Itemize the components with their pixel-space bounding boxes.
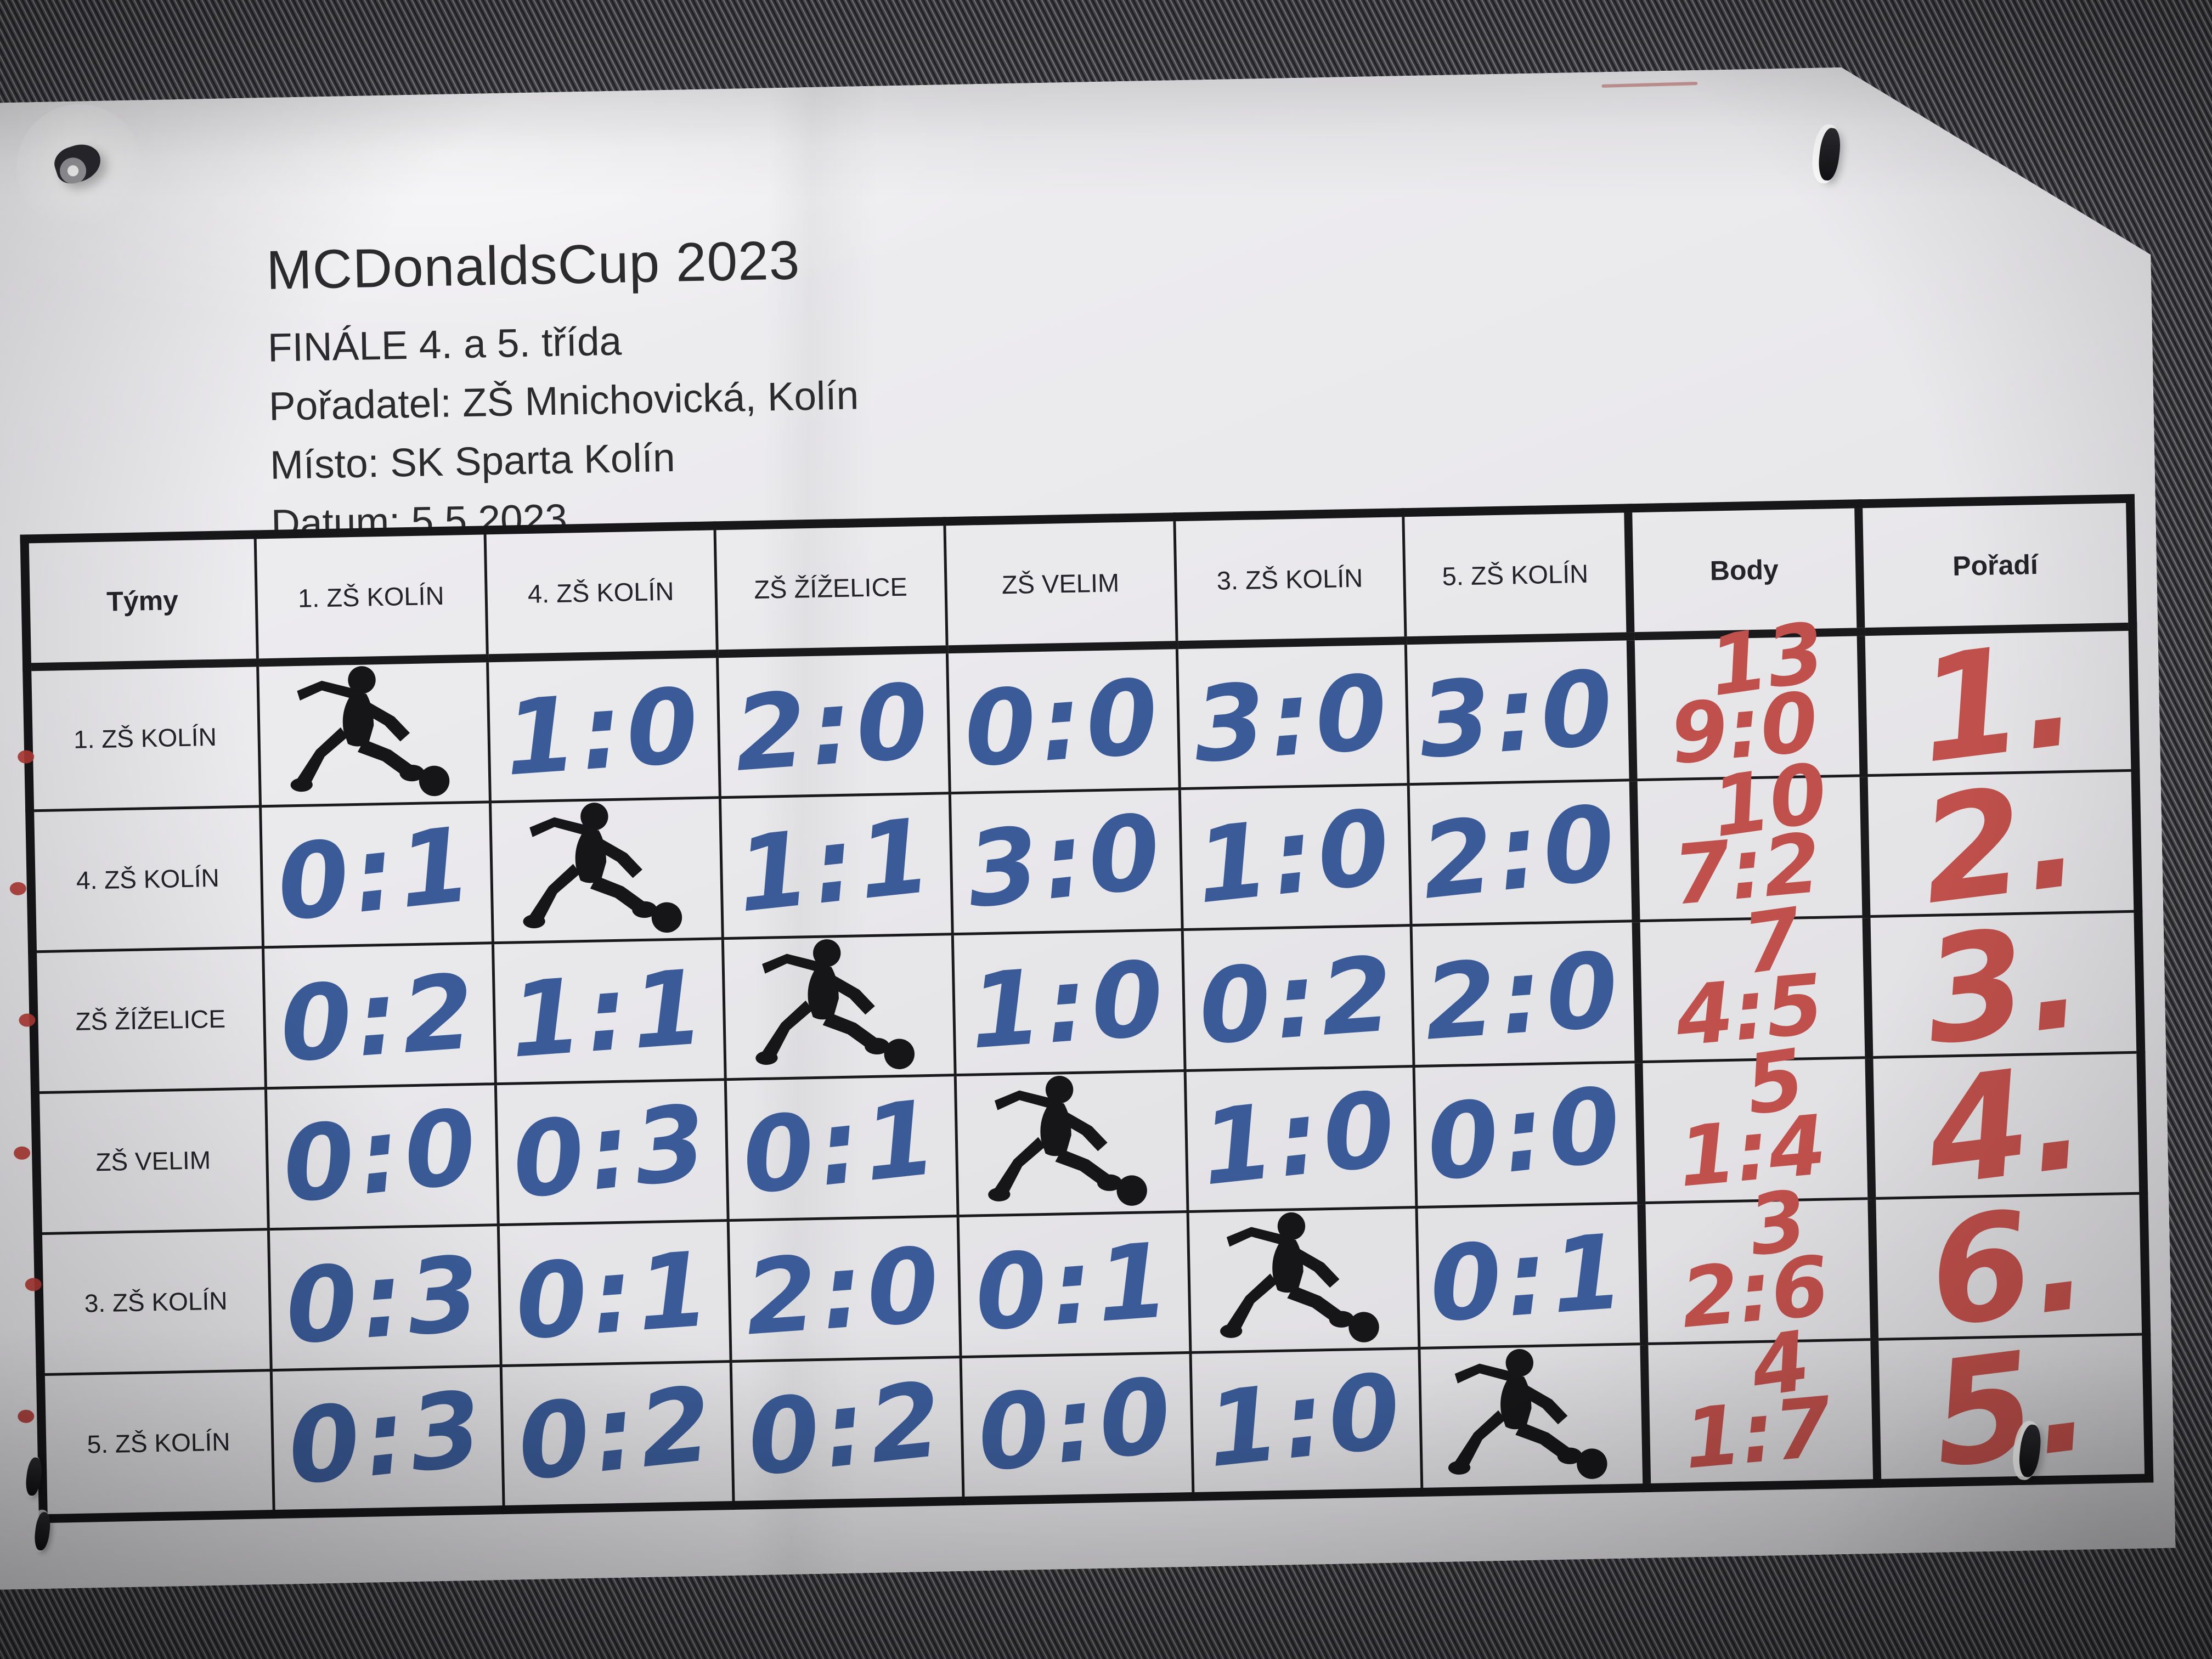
score-cell: 0:3	[268, 1225, 501, 1370]
rank-cell: 1.	[1860, 627, 2135, 775]
row-label: 4. ZŠ KOLÍN	[30, 806, 263, 952]
self-cell	[1188, 1207, 1419, 1353]
score-cell: 0:3	[495, 1080, 728, 1225]
col-header-1zs-kolin: 1. ZŠ KOLÍN	[255, 530, 487, 663]
score-cell: 0:1	[1416, 1203, 1644, 1348]
kicking-player-icon	[979, 1073, 1163, 1214]
rank-cell: 6.	[1871, 1193, 2146, 1339]
organizer-line: Pořadatel: ZŠ Mnichovická, Kolín	[268, 373, 859, 429]
score-cell: 0:2	[1182, 926, 1414, 1071]
kicking-player-icon	[282, 663, 466, 804]
score-cell: 0:0	[266, 1084, 498, 1229]
venue-line: Místo: SK Sparta Kolín	[269, 435, 676, 488]
rank-cell: 2.	[1864, 770, 2138, 916]
kicking-player-icon	[515, 799, 698, 941]
score-cell: 0:2	[501, 1362, 733, 1510]
score-cell: 0:2	[263, 943, 495, 1088]
rank-cell: 5.	[1874, 1334, 2149, 1483]
col-header-zs-velim: ZŠ VELIM	[944, 517, 1176, 650]
score-cell: 0:1	[260, 802, 493, 947]
col-header-5zs-kolin: 5. ZŠ KOLÍN	[1403, 508, 1630, 640]
pin-hole	[33, 1511, 52, 1551]
score-cell: 3:0	[1177, 641, 1408, 789]
pin-hole	[1816, 127, 1842, 182]
points-cell: 4 1:7	[1644, 1340, 1877, 1488]
score-cell: 1:0	[952, 930, 1185, 1075]
kicking-player-icon	[1440, 1346, 1623, 1487]
paper-sheet: MCDonaldsCup 2023 FINÁLE 4. a 5. třída P…	[0, 61, 2176, 1590]
page-title: MCDonaldsCup 2023	[266, 229, 801, 301]
score-cell: 3:0	[1406, 636, 1633, 785]
results-table: Týmy 1. ZŠ KOLÍN 4. ZŠ KOLÍN ZŠ ŽÍŽELICE…	[20, 494, 2153, 1523]
col-header-rank: Pořadí	[1858, 499, 2132, 632]
self-cell	[257, 658, 490, 806]
score-cell: 2:0	[1408, 780, 1636, 926]
score-cell: 1:1	[720, 793, 952, 939]
score-cell: 0:2	[731, 1357, 963, 1505]
red-ink-mark	[1601, 82, 1697, 88]
self-cell	[490, 798, 723, 943]
score-cell: 2:0	[1411, 921, 1639, 1066]
score-cell: 3:0	[950, 789, 1182, 934]
row-label: ZŠ ŽÍŽELICE	[32, 947, 266, 1093]
kicking-player-icon	[1211, 1209, 1395, 1351]
score-cell: 0:1	[725, 1075, 958, 1221]
self-cell	[955, 1071, 1188, 1216]
row-label: 5. ZŠ KOLÍN	[41, 1370, 274, 1519]
rank-cell: 3.	[1866, 911, 2141, 1057]
col-header-4zs-kolin: 4. ZŠ KOLÍN	[484, 526, 716, 658]
score-cell: 0:0	[961, 1352, 1193, 1500]
self-cell	[1419, 1344, 1646, 1492]
score-cell: 1:0	[1185, 1066, 1417, 1212]
row-marker-dot	[10, 882, 26, 896]
score-cell: 0:1	[498, 1221, 731, 1366]
row-label: 3. ZŠ KOLÍN	[38, 1229, 271, 1375]
kicking-player-icon	[747, 936, 930, 1077]
score-cell: 0:0	[947, 645, 1180, 793]
row-label: 1. ZŠ KOLÍN	[27, 663, 260, 811]
score-cell: 0:0	[1414, 1062, 1641, 1207]
score-cell: 1:0	[1190, 1348, 1421, 1496]
self-cell	[723, 934, 955, 1080]
score-cell: 1:0	[487, 654, 720, 802]
row-label: ZŠ VELIM	[35, 1088, 268, 1234]
col-header-teams: Týmy	[25, 534, 257, 667]
score-cell: 0:1	[958, 1212, 1190, 1357]
col-header-zs-zizelice: ZŠ ŽÍŽELICE	[714, 521, 946, 654]
row-marker-dot	[14, 1146, 30, 1160]
score-cell: 1:1	[493, 939, 725, 1084]
score-cell: 2:0	[717, 650, 950, 798]
score-cell: 1:0	[1180, 785, 1411, 930]
subtitle-final: FINÁLE 4. a 5. třída	[267, 319, 622, 370]
col-header-3zs-kolin: 3. ZŠ KOLÍN	[1174, 512, 1405, 645]
score-cell: 0:3	[271, 1366, 504, 1514]
document-header: MCDonaldsCup 2023 FINÁLE 4. a 5. třída P…	[266, 228, 861, 554]
row-marker-dot	[18, 1409, 34, 1423]
score-cell: 2:0	[728, 1216, 961, 1362]
rank-cell: 4.	[1869, 1052, 2143, 1198]
